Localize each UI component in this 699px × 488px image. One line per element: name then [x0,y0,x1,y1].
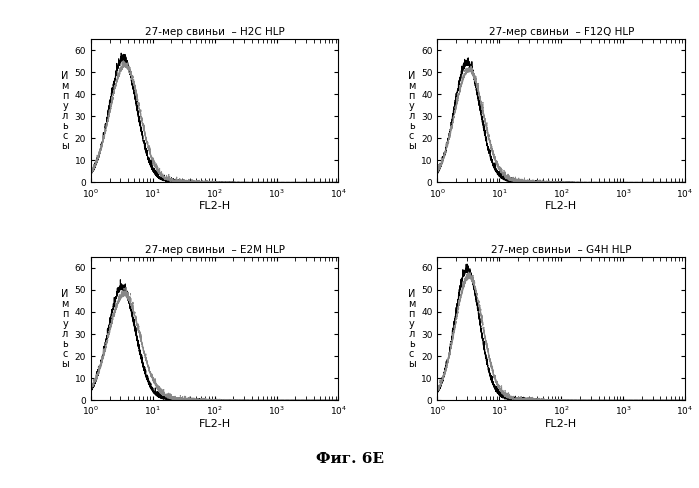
X-axis label: FL2-H: FL2-H [545,419,577,429]
Text: Фиг. 6E: Фиг. 6E [315,452,384,466]
Y-axis label: И
м
п
у
л
ь
с
ы: И м п у л ь с ы [62,71,69,151]
Title: 27-мер свиньи  – E2M HLP: 27-мер свиньи – E2M HLP [145,244,284,255]
Title: 27-мер свиньи  – G4H HLP: 27-мер свиньи – G4H HLP [491,244,631,255]
Title: 27-мер свиньи  – F12Q HLP: 27-мер свиньи – F12Q HLP [489,27,634,37]
Y-axis label: И
м
п
у
л
ь
с
ы: И м п у л ь с ы [408,71,415,151]
X-axis label: FL2-H: FL2-H [199,419,231,429]
Y-axis label: И
м
п
у
л
ь
с
ы: И м п у л ь с ы [62,288,69,368]
Title: 27-мер свиньи  – H2C HLP: 27-мер свиньи – H2C HLP [145,27,284,37]
X-axis label: FL2-H: FL2-H [545,201,577,211]
X-axis label: FL2-H: FL2-H [199,201,231,211]
Y-axis label: И
м
п
у
л
ь
с
ы: И м п у л ь с ы [408,288,415,368]
